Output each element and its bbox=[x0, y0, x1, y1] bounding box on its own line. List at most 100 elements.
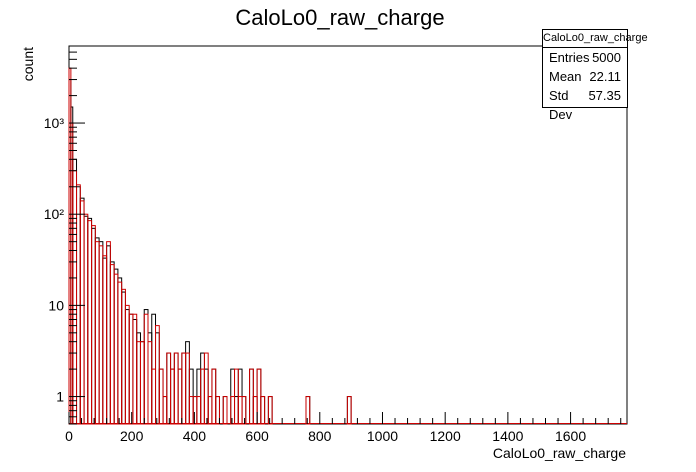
histogram-bin bbox=[249, 368, 254, 425]
histogram-bin bbox=[346, 396, 352, 425]
histogram-bin bbox=[215, 396, 220, 425]
x-tick-label: 400 bbox=[183, 428, 207, 444]
histogram-bin bbox=[106, 241, 111, 425]
histogram-bin bbox=[147, 332, 153, 425]
histogram-bin bbox=[79, 197, 85, 425]
histogram-bin bbox=[121, 288, 126, 425]
stats-stddev-row: Std Dev 57.35 bbox=[543, 86, 627, 122]
chart-title: CaloLo0_raw_charge bbox=[235, 5, 444, 30]
histogram-bin bbox=[170, 368, 175, 425]
histogram-bin bbox=[155, 332, 160, 425]
histogram-bin bbox=[203, 352, 209, 425]
histogram-bin bbox=[91, 227, 96, 425]
histogram-bin bbox=[252, 396, 258, 425]
histogram-bin bbox=[162, 396, 168, 425]
y-axis-label: count bbox=[20, 47, 36, 81]
histogram-bin bbox=[267, 396, 273, 425]
histogram-bin bbox=[215, 396, 220, 425]
histogram-bin bbox=[83, 215, 89, 425]
stats-mean-value: 22.11 bbox=[589, 69, 621, 84]
histogram-bin bbox=[139, 341, 145, 425]
histogram-bin bbox=[91, 225, 96, 425]
histogram-bin bbox=[109, 261, 115, 425]
histogram-bin bbox=[94, 237, 100, 425]
histogram-bin bbox=[158, 368, 164, 425]
histogram-bin bbox=[177, 368, 183, 425]
histogram-bin bbox=[113, 273, 119, 425]
histogram-bin bbox=[200, 352, 205, 425]
histogram-bin bbox=[113, 268, 119, 425]
histogram-bin bbox=[106, 245, 111, 425]
histogram-bin bbox=[305, 396, 311, 425]
histogram-bin bbox=[230, 396, 236, 425]
histogram-bin bbox=[155, 325, 160, 425]
histogram-bin bbox=[87, 217, 93, 425]
x-tick-label: 0 bbox=[65, 428, 73, 444]
histogram-series bbox=[68, 67, 627, 425]
x-tick-label: 600 bbox=[245, 428, 269, 444]
histogram-bin bbox=[185, 341, 190, 425]
stats-stddev-label: Std Dev bbox=[549, 88, 573, 122]
stats-entries-label: Entries bbox=[549, 50, 590, 65]
histogram-bin bbox=[222, 396, 228, 425]
histogram-bin bbox=[260, 396, 266, 425]
histogram-bin bbox=[117, 277, 123, 425]
histogram-bin bbox=[170, 368, 175, 425]
stats-stddev-value: 57.35 bbox=[588, 88, 621, 103]
histogram-bin bbox=[98, 245, 104, 425]
histogram-bin bbox=[185, 352, 190, 425]
histogram-bin bbox=[151, 368, 157, 425]
histogram-bin bbox=[166, 352, 172, 425]
stats-title: CaloLo0_raw_charge bbox=[543, 30, 648, 48]
histogram-bin bbox=[181, 352, 187, 425]
histogram-bin bbox=[207, 396, 213, 425]
histogram-bin bbox=[143, 309, 149, 425]
histogram-bin bbox=[87, 220, 93, 425]
histogram-bin bbox=[173, 352, 179, 425]
histogram-bin bbox=[211, 368, 217, 425]
histogram-bin bbox=[241, 396, 247, 425]
histogram-bin bbox=[234, 396, 239, 425]
histogram-bin bbox=[139, 341, 145, 425]
histogram-bin bbox=[94, 241, 100, 425]
histogram-bin bbox=[128, 313, 134, 425]
histogram-bin bbox=[260, 396, 266, 425]
histogram-bin bbox=[162, 396, 168, 425]
x-axis-label: CaloLo0_raw_charge bbox=[493, 445, 626, 461]
histogram-bin bbox=[132, 313, 138, 425]
histogram-bin bbox=[346, 396, 352, 425]
histogram-bin bbox=[117, 281, 123, 425]
histogram-bin bbox=[200, 368, 205, 425]
histogram-bin bbox=[109, 264, 115, 425]
x-tick-label: 1000 bbox=[367, 428, 398, 444]
x-tick-label: 1600 bbox=[555, 428, 586, 444]
x-tick-label: 1400 bbox=[492, 428, 523, 444]
stats-entries-row: Entries 5000 bbox=[543, 48, 627, 67]
histogram-series bbox=[68, 79, 627, 425]
histogram-bin bbox=[136, 332, 141, 425]
y-tick-label: 10 bbox=[48, 297, 64, 313]
stats-mean-row: Mean 22.11 bbox=[543, 67, 627, 86]
histogram-bin bbox=[147, 341, 153, 425]
y-tick-label: 10² bbox=[44, 206, 65, 222]
histogram-bin bbox=[252, 396, 258, 425]
histogram-bin bbox=[305, 396, 311, 425]
histogram-bin bbox=[143, 313, 149, 425]
histogram-bin bbox=[121, 291, 126, 425]
y-tick-label: 10³ bbox=[44, 115, 65, 131]
histogram-bin bbox=[79, 200, 85, 425]
histogram-bin bbox=[207, 396, 213, 425]
y-tick-label: 1 bbox=[56, 389, 64, 405]
histogram-bin bbox=[72, 158, 78, 425]
histogram-bin bbox=[181, 352, 187, 425]
histogram-bin bbox=[222, 396, 228, 425]
histogram-bin bbox=[237, 396, 243, 425]
histogram-bin bbox=[241, 396, 247, 425]
histogram-bin bbox=[124, 304, 130, 425]
x-tick-label: 800 bbox=[308, 428, 332, 444]
histogram-bin bbox=[128, 313, 134, 425]
histogram-bin bbox=[188, 396, 194, 425]
histogram-bin bbox=[98, 241, 104, 425]
histogram-bin bbox=[256, 368, 262, 425]
